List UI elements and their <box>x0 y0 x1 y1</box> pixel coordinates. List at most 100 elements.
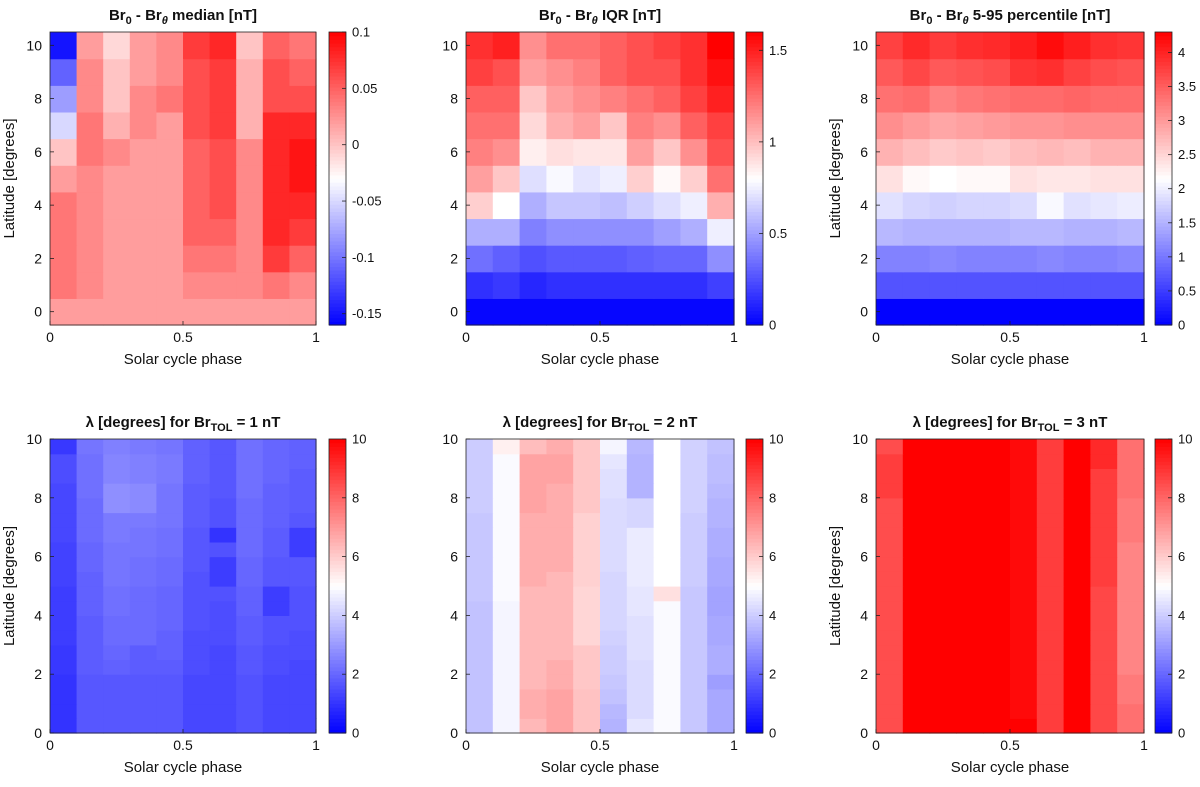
heatmap-cell <box>707 630 735 646</box>
heatmap-cell <box>1036 703 1065 719</box>
colorbar-segment <box>1155 655 1172 661</box>
heatmap-cell <box>573 245 601 273</box>
heatmap-cell <box>156 453 184 469</box>
colorbar-segment <box>746 145 763 150</box>
colorbar-tick-label: 0 <box>352 137 359 152</box>
heatmap-cell <box>1010 688 1038 705</box>
heatmap-cell <box>653 111 681 140</box>
heatmap-cell <box>707 586 735 602</box>
heatmap-cell <box>626 483 655 499</box>
colorbar-segment <box>746 273 763 278</box>
colorbar-segment <box>1155 50 1172 55</box>
heatmap-cell <box>956 674 984 690</box>
heatmap-cell <box>103 571 131 587</box>
heatmap-cell <box>1063 138 1091 166</box>
heatmap-cell <box>156 218 184 246</box>
x-tick-label: 1 <box>730 737 738 753</box>
colorbar-tick-label: 0.5 <box>769 226 787 241</box>
heatmap-cell <box>1090 439 1118 455</box>
heatmap-cell <box>956 527 984 543</box>
colorbar-segment <box>746 714 763 719</box>
colorbar-segment <box>329 692 346 697</box>
colorbar-tick-label: 0.5 <box>1178 283 1196 298</box>
colorbar-segment <box>329 130 346 136</box>
heatmap-cell <box>466 245 494 273</box>
colorbar-segment <box>329 32 346 37</box>
heatmap-cell <box>289 586 317 602</box>
heatmap-cell <box>466 571 494 587</box>
colorbar-tick-label: 8 <box>352 490 359 505</box>
heatmap-cell <box>902 630 931 646</box>
heatmap-cell <box>707 439 735 455</box>
heatmap-cell <box>466 58 494 86</box>
heatmap-cell <box>289 483 317 499</box>
heatmap-cell <box>129 556 157 572</box>
heatmap-cell <box>902 32 931 60</box>
colorbar-segment <box>329 567 346 572</box>
colorbar-segment <box>1155 229 1172 235</box>
colorbar-segment <box>1155 35 1172 40</box>
heatmap-cell <box>156 32 184 60</box>
heatmap-cell <box>50 271 78 299</box>
heatmap-cell <box>902 218 931 246</box>
colorbar-segment <box>1155 703 1172 708</box>
colorbar-segment <box>1155 472 1172 477</box>
heatmap-cell <box>1010 586 1038 602</box>
y-tick-label: 4 <box>450 607 458 623</box>
heatmap-cell <box>680 298 708 326</box>
heatmap-cell <box>519 630 547 646</box>
colorbar-segment <box>329 718 346 723</box>
heatmap-cell <box>680 245 708 273</box>
heatmap-cell <box>262 218 290 246</box>
heatmap-cell <box>183 58 211 86</box>
colorbar-segment <box>746 659 763 664</box>
colorbar-segment <box>746 519 763 525</box>
heatmap-cell <box>492 271 521 299</box>
x-tick-label: 0 <box>46 329 54 345</box>
heatmap-cell <box>129 527 157 543</box>
heatmap-cell <box>1117 439 1145 455</box>
colorbar-tick-label: 10 <box>769 432 783 447</box>
colorbar-segment <box>746 556 763 561</box>
heatmap-cell <box>1090 497 1118 514</box>
heatmap-cell <box>929 630 957 646</box>
heatmap-cell <box>76 453 104 469</box>
heatmap-cell <box>183 615 211 631</box>
heatmap-cell <box>983 191 1011 220</box>
heatmap-cell <box>492 439 521 455</box>
heatmap-cell <box>183 527 211 543</box>
colorbar-segment <box>1155 453 1172 458</box>
colorbar-segment <box>746 534 763 539</box>
heatmap-cell <box>680 85 708 113</box>
colorbar-segment <box>1155 167 1172 172</box>
heatmap-cell <box>156 630 184 646</box>
colorbar-segment <box>746 677 763 683</box>
chart-title: λ [degrees] for BrTOL = 1 nT <box>86 414 281 434</box>
heatmap-cell <box>156 586 184 602</box>
y-tick-label: 8 <box>450 490 458 506</box>
heatmap-cell <box>129 644 157 661</box>
heatmap-cell <box>929 571 957 587</box>
colorbar-segment <box>1155 608 1172 613</box>
heatmap-cell <box>1010 111 1038 140</box>
heatmap-cell <box>519 659 547 675</box>
colorbar-segment <box>1155 571 1172 576</box>
colorbar-segment <box>329 461 346 466</box>
heatmap-cell <box>707 271 735 299</box>
colorbar-tick-label: 10 <box>1178 432 1192 447</box>
heatmap-cell <box>50 497 78 514</box>
colorbar-segment <box>746 171 763 176</box>
heatmap-cell <box>236 615 264 631</box>
heatmap-cell <box>519 32 547 60</box>
heatmap-cell <box>707 468 735 484</box>
heatmap-cell <box>1063 165 1091 193</box>
colorbar-segment <box>329 527 346 532</box>
heatmap-cell <box>209 556 237 572</box>
colorbar-tick-label: 0 <box>769 318 776 333</box>
heatmap-cell <box>289 85 317 113</box>
heatmap-cell <box>519 644 547 661</box>
heatmap-cell <box>156 556 184 572</box>
heatmap-cell <box>183 85 211 113</box>
heatmap-cell <box>902 586 931 602</box>
colorbar-segment <box>1155 490 1172 495</box>
